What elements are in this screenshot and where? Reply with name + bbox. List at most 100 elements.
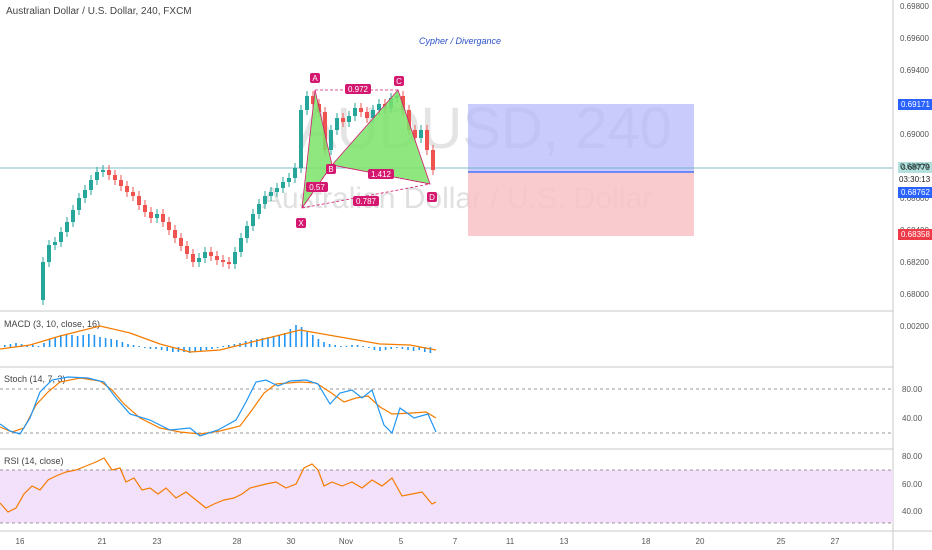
candle-body — [347, 116, 351, 122]
time-axis[interactable]: 16 21 23 28 30 Nov 5 7 11 13 18 20 25 27 — [16, 537, 840, 546]
stop-zone[interactable] — [468, 172, 694, 236]
ratio-bd: 1.412 — [368, 169, 394, 179]
time-tick-6: 5 — [399, 537, 404, 546]
macd-label[interactable]: MACD (3, 10, close, 16) — [4, 319, 100, 329]
macd-bar — [15, 343, 17, 347]
candle-body — [245, 226, 249, 238]
macd-bar — [295, 325, 297, 347]
price-tick-2: 0.69400 — [900, 66, 929, 75]
macd-bar — [48, 339, 51, 347]
macd-bar — [99, 337, 101, 347]
candle-body — [341, 118, 345, 122]
macd-bar — [362, 346, 364, 347]
macd-bar — [278, 335, 280, 347]
candle-body — [185, 246, 189, 254]
macd-bar — [9, 344, 12, 347]
candle-body — [71, 210, 75, 222]
symbol-title[interactable]: Australian Dollar / U.S. Dollar, 240, FX… — [6, 6, 192, 17]
candle-body — [419, 130, 423, 138]
macd-bar — [211, 347, 213, 349]
macd-bar — [412, 347, 415, 351]
svg-text:0.972: 0.972 — [348, 85, 369, 94]
price-tick-4: 0.69000 — [900, 130, 929, 139]
macd-bar — [261, 338, 264, 347]
candle-body — [305, 96, 309, 110]
pattern-point-c: C — [394, 76, 404, 86]
candle-body — [119, 180, 123, 186]
entry-price-badge: 0.68762 — [898, 187, 932, 198]
macd-bar — [233, 344, 236, 347]
candle-body — [299, 110, 303, 168]
macd-bar — [407, 347, 409, 350]
candle-body — [191, 254, 195, 262]
chart-annotation[interactable]: Cypher / Divergance — [419, 36, 501, 46]
target-price-badge: 0.69171 — [898, 99, 932, 110]
macd-series — [0, 325, 437, 353]
macd-bar — [65, 334, 68, 347]
svg-text:C: C — [396, 77, 402, 86]
macd-bar — [272, 336, 275, 347]
macd-bar — [160, 347, 163, 350]
pattern-point-b: B — [326, 164, 336, 174]
svg-text:X: X — [298, 219, 304, 228]
macd-bar — [379, 347, 381, 351]
candle-body — [143, 205, 147, 212]
macd-bar — [183, 347, 185, 352]
countdown-badge: 03:30:13 — [898, 174, 932, 185]
price-axis-bg — [893, 0, 932, 550]
stoch-series — [0, 376, 437, 437]
time-tick-3: 28 — [233, 537, 242, 546]
rsi-label[interactable]: RSI (14, close) — [4, 456, 64, 466]
pattern-point-x: X — [296, 218, 306, 228]
candle-body — [131, 192, 135, 196]
svg-text:0.57: 0.57 — [309, 183, 325, 192]
macd-bar — [351, 345, 353, 347]
candle-body — [371, 110, 375, 118]
price-tick-9: 0.68000 — [900, 290, 929, 299]
macd-bar — [222, 346, 224, 347]
macd-bar — [200, 347, 202, 351]
time-tick-0: 16 — [16, 537, 25, 546]
macd-bar — [323, 342, 325, 347]
price-tick-8: 0.68200 — [900, 258, 929, 267]
macd-bar — [43, 343, 45, 347]
svg-text:0.68358: 0.68358 — [901, 230, 930, 239]
macd-bar — [401, 347, 404, 349]
macd-bar — [424, 347, 426, 352]
svg-text:0.68762: 0.68762 — [901, 188, 930, 197]
candle-body — [329, 130, 333, 150]
candle-body — [401, 96, 405, 110]
candle-body — [95, 172, 99, 180]
stoch-label[interactable]: Stoch (14, 7, 3) — [4, 374, 66, 384]
macd-bar — [54, 337, 56, 347]
time-tick-4: 30 — [287, 537, 296, 546]
svg-text:1.412: 1.412 — [371, 170, 392, 179]
candle-body — [413, 130, 417, 138]
pattern-point-a: A — [310, 73, 320, 83]
macd-bar — [317, 339, 320, 347]
svg-text:A: A — [312, 74, 318, 83]
macd-bar — [312, 335, 314, 347]
candle-body — [293, 168, 297, 178]
candle-body — [155, 214, 159, 218]
ratio-xd: 0.787 — [353, 196, 379, 206]
time-tick-10: 18 — [642, 537, 651, 546]
candle-body — [257, 204, 261, 214]
candle-body — [149, 212, 153, 218]
candle-body — [353, 108, 357, 116]
candle-body — [113, 175, 117, 180]
stoch-d-line — [0, 377, 437, 435]
time-tick-1: 21 — [98, 537, 107, 546]
macd-bar — [76, 336, 79, 347]
candle-body — [359, 108, 363, 112]
candle-body — [251, 214, 255, 226]
candle-body — [83, 190, 87, 198]
macd-bar — [37, 346, 40, 347]
target-zone[interactable] — [468, 104, 694, 172]
macd-bar — [289, 329, 292, 347]
stoch-k-line — [0, 376, 437, 437]
candle-body — [197, 258, 201, 262]
time-tick-13: 27 — [831, 537, 840, 546]
